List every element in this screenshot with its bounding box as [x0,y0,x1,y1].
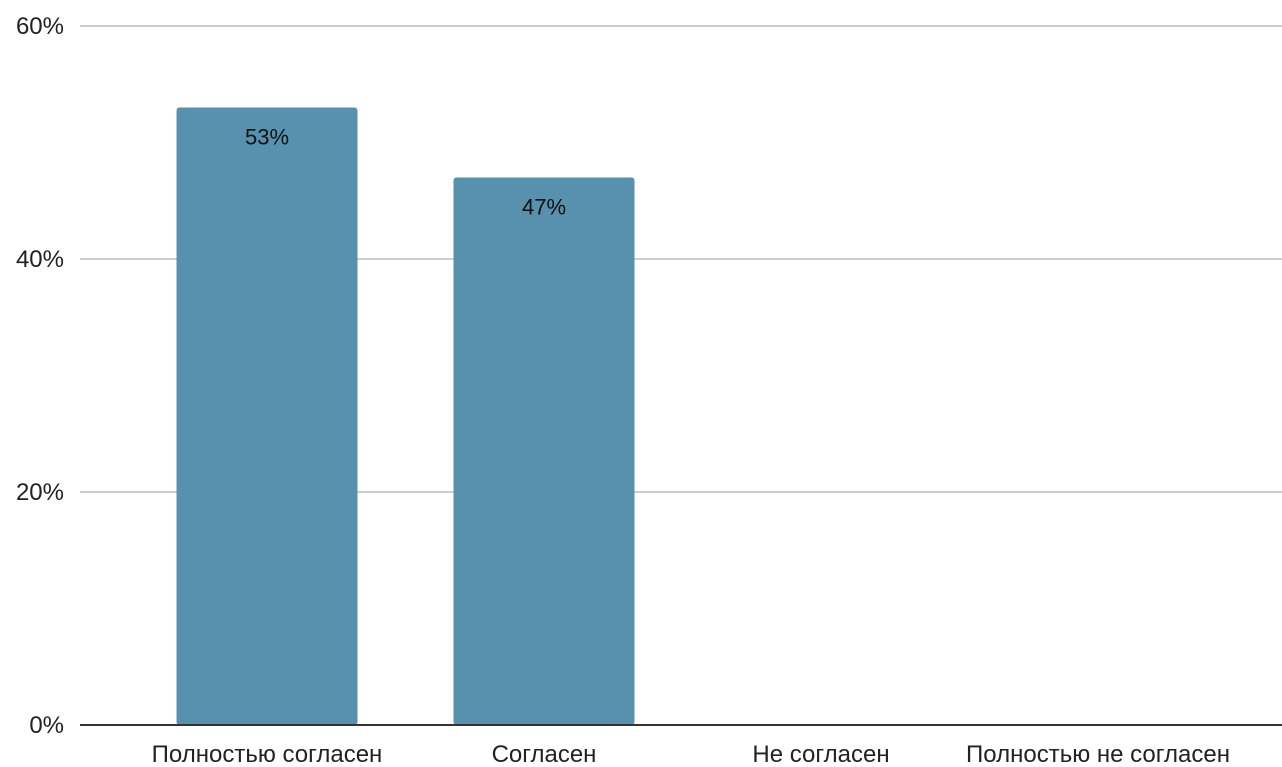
x-category-label: Полностью не согласен [966,741,1230,767]
y-tick-label: 60% [16,13,64,40]
y-axis-tick-labels: 0% 20% 40% 60% [16,13,64,739]
x-category-label: Полностью согласен [152,741,383,767]
y-tick-label: 0% [29,712,64,739]
data-labels: 53% 47% [245,125,566,220]
bars [176,107,635,726]
bar [176,107,358,726]
x-category-label: Не согласен [752,741,889,767]
bar-value-label: 53% [245,125,289,150]
x-category-label: Согласен [492,741,597,767]
y-tick-label: 40% [16,246,64,273]
bar [453,177,635,725]
x-axis-category-labels: Полностью согласен Согласен Не согласен Пол… [152,741,1230,767]
bar-value-label: 47% [522,194,566,219]
y-tick-label: 20% [16,479,64,506]
